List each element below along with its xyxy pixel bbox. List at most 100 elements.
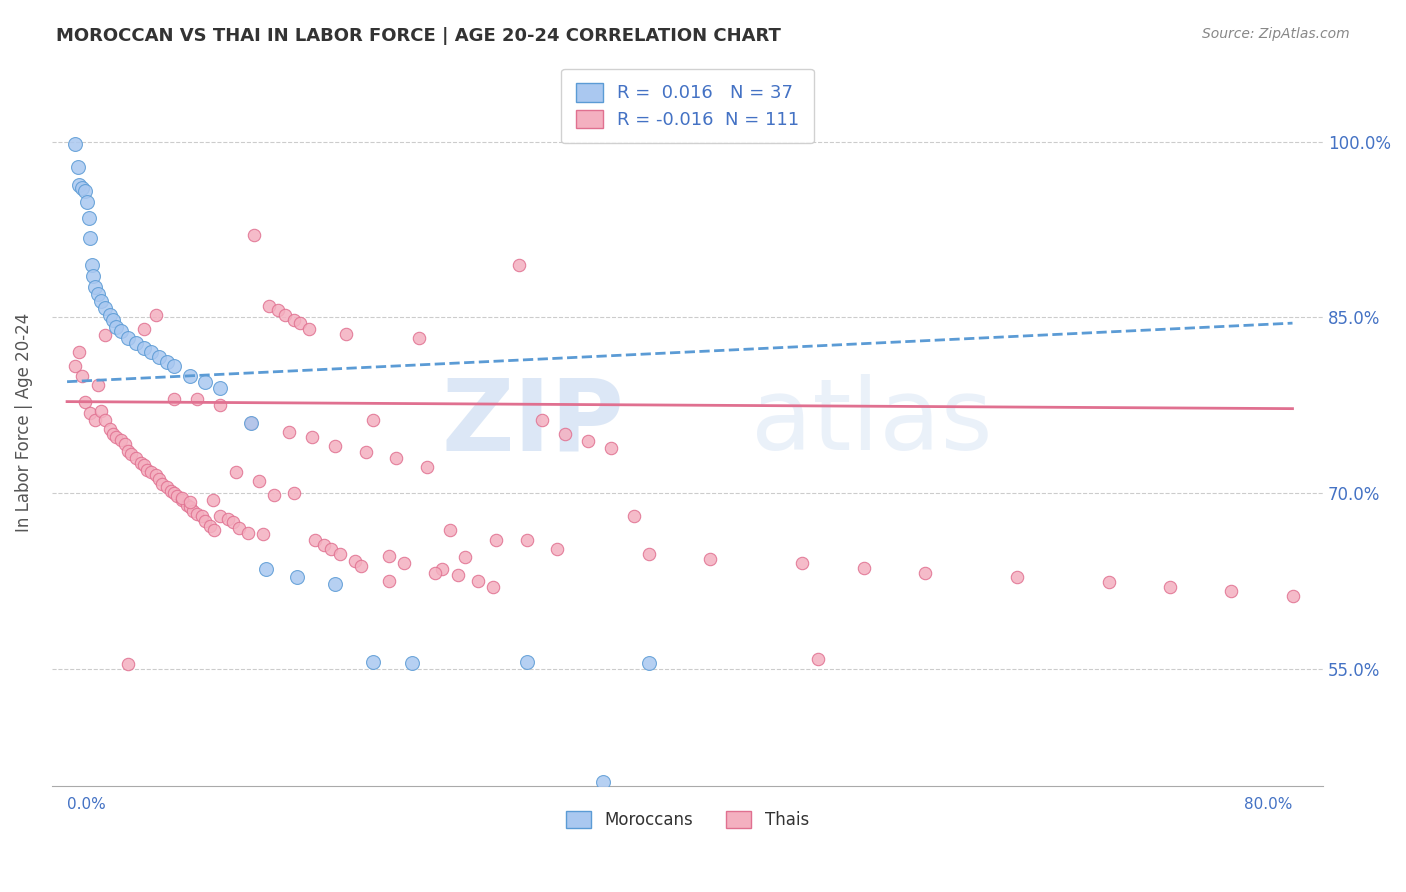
- Point: [278, 425, 301, 439]
- Point: [150, 476, 173, 491]
- Point: [201, 493, 224, 508]
- Point: [186, 392, 208, 407]
- Point: [132, 458, 155, 472]
- Point: [243, 228, 266, 243]
- Point: [1098, 574, 1121, 589]
- Text: atlas: atlas: [751, 374, 993, 471]
- Point: [194, 514, 217, 528]
- Point: [202, 524, 225, 538]
- Point: [283, 486, 305, 500]
- Point: [363, 413, 385, 427]
- Text: Source: ZipAtlas.com: Source: ZipAtlas.com: [1202, 27, 1350, 41]
- Point: [852, 561, 875, 575]
- Point: [179, 368, 201, 383]
- Point: [163, 359, 186, 374]
- Point: [170, 493, 193, 508]
- Point: [156, 480, 179, 494]
- Point: [914, 566, 936, 580]
- Point: [401, 656, 423, 670]
- Point: [186, 507, 208, 521]
- Point: [120, 447, 142, 461]
- Text: ZIP: ZIP: [441, 374, 624, 471]
- Point: [145, 468, 167, 483]
- Text: 80.0%: 80.0%: [1244, 797, 1292, 813]
- Point: [217, 512, 239, 526]
- Point: [75, 184, 97, 198]
- Point: [335, 326, 357, 341]
- Point: [63, 359, 86, 374]
- Point: [110, 324, 132, 338]
- Point: [225, 465, 247, 479]
- Point: [98, 421, 121, 435]
- Point: [273, 308, 295, 322]
- Point: [354, 445, 377, 459]
- Point: [392, 556, 415, 570]
- Point: [132, 322, 155, 336]
- Point: [67, 345, 90, 359]
- Point: [467, 574, 489, 588]
- Point: [377, 549, 399, 564]
- Point: [110, 434, 132, 448]
- Point: [94, 413, 117, 427]
- Point: [344, 554, 367, 568]
- Point: [1281, 589, 1303, 603]
- Point: [80, 258, 103, 272]
- Point: [105, 430, 128, 444]
- Point: [156, 355, 179, 369]
- Point: [86, 378, 108, 392]
- Point: [576, 434, 599, 449]
- Point: [105, 319, 128, 334]
- Point: [439, 524, 461, 538]
- Point: [377, 574, 399, 588]
- Point: [623, 509, 645, 524]
- Point: [259, 299, 281, 313]
- Point: [485, 533, 508, 547]
- Point: [323, 439, 346, 453]
- Point: [228, 521, 250, 535]
- Point: [132, 341, 155, 355]
- Point: [94, 301, 117, 315]
- Point: [125, 450, 148, 465]
- Point: [179, 500, 201, 514]
- Point: [176, 498, 198, 512]
- Point: [67, 178, 90, 192]
- Point: [163, 486, 186, 500]
- Point: [209, 398, 232, 412]
- Point: [319, 542, 342, 557]
- Point: [160, 483, 183, 498]
- Point: [117, 443, 139, 458]
- Point: [79, 230, 101, 244]
- Point: [350, 558, 373, 573]
- Point: [117, 657, 139, 671]
- Point: [66, 161, 89, 175]
- Point: [72, 368, 94, 383]
- Text: 0.0%: 0.0%: [67, 797, 105, 813]
- Point: [141, 465, 163, 479]
- Point: [90, 293, 112, 308]
- Point: [288, 316, 311, 330]
- Point: [236, 525, 259, 540]
- Point: [125, 336, 148, 351]
- Point: [114, 437, 136, 451]
- Point: [263, 488, 285, 502]
- Point: [86, 286, 108, 301]
- Point: [194, 375, 217, 389]
- Point: [79, 406, 101, 420]
- Point: [592, 775, 614, 789]
- Point: [423, 566, 446, 580]
- Point: [191, 509, 214, 524]
- Point: [83, 413, 105, 427]
- Point: [638, 656, 661, 670]
- Point: [530, 413, 553, 427]
- Point: [83, 280, 105, 294]
- Point: [166, 490, 188, 504]
- Point: [221, 515, 243, 529]
- Point: [148, 350, 170, 364]
- Point: [239, 416, 262, 430]
- Point: [163, 392, 186, 407]
- Point: [304, 533, 326, 547]
- Point: [807, 652, 830, 666]
- Point: [323, 577, 346, 591]
- Point: [117, 331, 139, 345]
- Point: [75, 394, 97, 409]
